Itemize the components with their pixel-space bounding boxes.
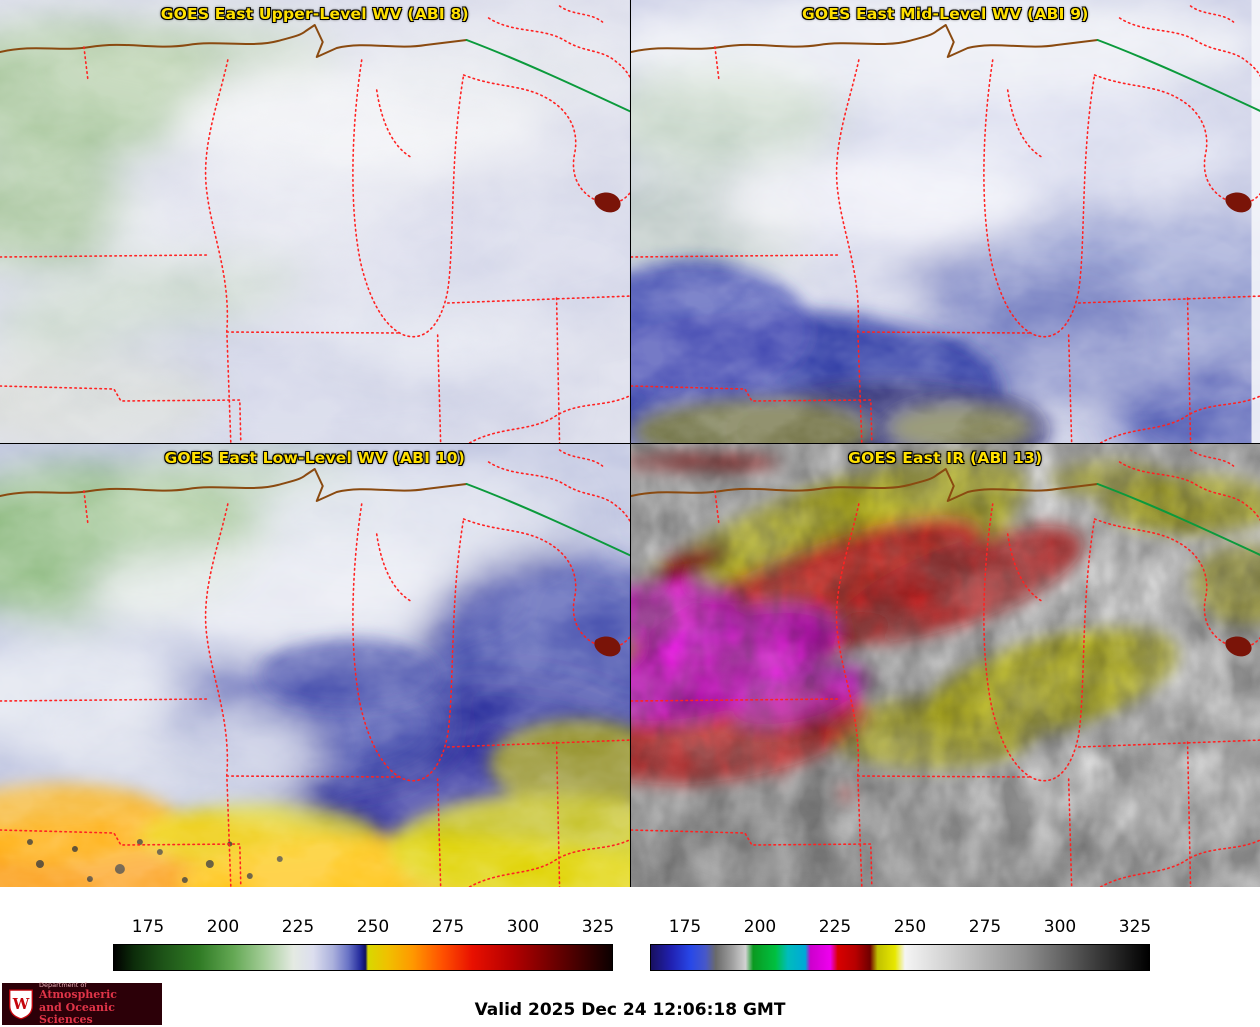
panel-ir: GOES East IR (ABI 13) xyxy=(630,444,1260,887)
satellite-imagery-abi10 xyxy=(0,444,630,887)
tick-label: 200 xyxy=(743,917,777,937)
tick-label: 275 xyxy=(431,917,465,937)
logo-dept-line: Department of xyxy=(39,981,87,990)
ir-colorbar xyxy=(650,944,1150,971)
ir-colorbar-ticks: 175 200 225 250 275 300 325 xyxy=(650,917,1152,941)
tick-label: 225 xyxy=(281,917,315,937)
panel-upper-level-wv: GOES East Upper-Level WV (ABI 8) xyxy=(0,0,630,443)
aos-logo-text: Department of Atmospheric and Oceanic Sc… xyxy=(39,981,156,1026)
panel-grid: GOES East Upper-Level WV (ABI 8) xyxy=(0,0,1260,887)
panel-title-abi10: GOES East Low-Level WV (ABI 10) xyxy=(164,449,466,467)
valid-timestamp: Valid 2025 Dec 24 12:06:18 GMT xyxy=(474,1000,786,1020)
tick-label: 250 xyxy=(356,917,390,937)
footer: 175 200 225 250 275 300 325 175 200 225 … xyxy=(0,887,1260,1027)
tick-label: 175 xyxy=(668,917,702,937)
tick-label: 250 xyxy=(893,917,927,937)
logo-name-line-1: Atmospheric xyxy=(39,988,117,1002)
tick-label: 175 xyxy=(131,917,165,937)
satellite-imagery-abi9 xyxy=(630,0,1260,443)
aos-logo: W Department of Atmospheric and Oceanic … xyxy=(2,981,162,1026)
tick-label: 300 xyxy=(506,917,540,937)
panel-low-level-wv: GOES East Low-Level WV (ABI 10) xyxy=(0,444,630,887)
tick-label: 325 xyxy=(581,917,615,937)
svg-text:W: W xyxy=(12,996,30,1013)
wv-colorbar xyxy=(113,944,613,971)
panel-title-abi13: GOES East IR (ABI 13) xyxy=(848,449,1043,467)
tick-label: 225 xyxy=(818,917,852,937)
satellite-imagery-abi8 xyxy=(0,0,630,443)
tick-label: 300 xyxy=(1043,917,1077,937)
logo-name-line-2: and Oceanic Sciences xyxy=(39,1000,115,1026)
tick-label: 200 xyxy=(206,917,240,937)
wv-colorbar-ticks: 175 200 225 250 275 300 325 xyxy=(113,917,615,941)
satellite-imagery-abi13 xyxy=(630,444,1260,887)
panel-title-abi8: GOES East Upper-Level WV (ABI 8) xyxy=(160,5,469,23)
tick-label: 275 xyxy=(968,917,1002,937)
panel-title-abi9: GOES East Mid-Level WV (ABI 9) xyxy=(801,5,1089,23)
panel-mid-level-wv: GOES East Mid-Level WV (ABI 9) xyxy=(630,0,1260,443)
uw-crest-icon: W xyxy=(9,989,33,1020)
tick-label: 325 xyxy=(1118,917,1152,937)
